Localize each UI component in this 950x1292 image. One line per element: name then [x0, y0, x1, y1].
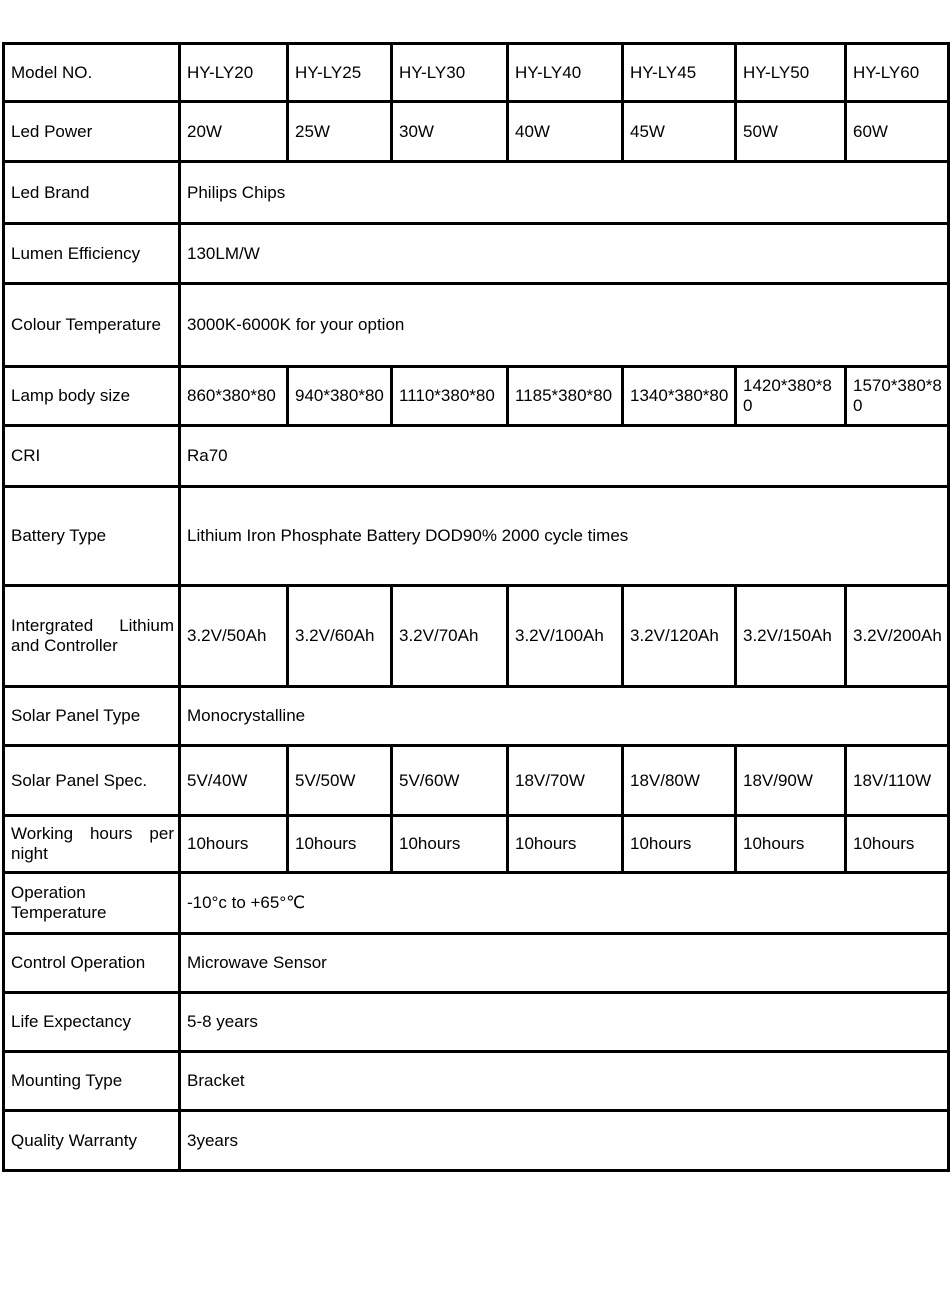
- spec-value-cell: HY-LY50: [734, 42, 847, 103]
- spec-value-cell: HY-LY60: [844, 42, 950, 103]
- spec-value-cell: 5-8 years: [178, 991, 950, 1053]
- spec-label-cell: Mounting Type: [2, 1050, 181, 1112]
- table-row-control-operation: Control Operation Microwave Sensor: [2, 932, 950, 994]
- spec-value-cell: 3.2V/70Ah: [390, 584, 509, 688]
- spec-value-cell: 30W: [390, 100, 509, 163]
- spec-value-cell: 940*380*80: [286, 365, 393, 427]
- table-row-cri: CRI Ra70: [2, 424, 950, 488]
- spec-value-cell: HY-LY40: [506, 42, 624, 103]
- table-row-operation-temperature: Operation Temperature -10°c to +65°℃: [2, 871, 950, 935]
- table-row-led-power: Led Power 20W 25W 30W 40W 45W 50W 60W: [2, 100, 950, 163]
- table-row-lumen-efficiency: Lumen Efficiency 130LM/W: [2, 222, 950, 285]
- table-row-working-hours: Working hours per night 10hours 10hours …: [2, 814, 950, 874]
- spec-value-cell: 1420*380*80: [734, 365, 847, 427]
- spec-label-cell: Life Expectancy: [2, 991, 181, 1053]
- table-row-integrated-lithium: Intergrated Lithium and Controller 3.2V/…: [2, 584, 950, 688]
- table-row-solar-panel-spec: Solar Panel Spec. 5V/40W 5V/50W 5V/60W 1…: [2, 744, 950, 817]
- spec-value-cell: 3.2V/50Ah: [178, 584, 289, 688]
- spec-value-cell: 3000K-6000K for your option: [178, 282, 950, 368]
- spec-value-cell: 10hours: [621, 814, 737, 874]
- spec-value-cell: 3.2V/150Ah: [734, 584, 847, 688]
- spec-value-cell: Ra70: [178, 424, 950, 488]
- spec-value-cell: 1110*380*80: [390, 365, 509, 427]
- spec-value-cell: 1185*380*80: [506, 365, 624, 427]
- table-row-solar-panel-type: Solar Panel Type Monocrystalline: [2, 685, 950, 747]
- spec-label-cell: Operation Temperature: [2, 871, 181, 935]
- spec-value-cell: 3.2V/100Ah: [506, 584, 624, 688]
- spec-label-cell: Intergrated Lithium and Controller: [2, 584, 181, 688]
- spec-value-cell: 18V/90W: [734, 744, 847, 817]
- table-row-lamp-body-size: Lamp body size 860*380*80 940*380*80 111…: [2, 365, 950, 427]
- spec-value-cell: 25W: [286, 100, 393, 163]
- spec-value-cell: 10hours: [178, 814, 289, 874]
- spec-value-cell: 40W: [506, 100, 624, 163]
- spec-value-cell: HY-LY20: [178, 42, 289, 103]
- spec-value-cell: 3.2V/120Ah: [621, 584, 737, 688]
- spec-value-cell: 1570*380*80: [844, 365, 950, 427]
- spec-label-cell: Model NO.: [2, 42, 181, 103]
- spec-value-cell: Monocrystalline: [178, 685, 950, 747]
- table-row-model-no: Model NO. HY-LY20 HY-LY25 HY-LY30 HY-LY4…: [2, 42, 950, 103]
- spec-value-cell: Philips Chips: [178, 160, 950, 225]
- spec-value-cell: 5V/60W: [390, 744, 509, 817]
- table-row-colour-temperature: Colour Temperature 3000K-6000K for your …: [2, 282, 950, 368]
- spec-label-cell: Battery Type: [2, 485, 181, 587]
- spec-value-cell: HY-LY45: [621, 42, 737, 103]
- spec-label-cell: Solar Panel Type: [2, 685, 181, 747]
- spec-label-cell: Lamp body size: [2, 365, 181, 427]
- spec-value-cell: 18V/70W: [506, 744, 624, 817]
- spec-value-cell: 130LM/W: [178, 222, 950, 285]
- spec-value-cell: 20W: [178, 100, 289, 163]
- spec-value-cell: 18V/110W: [844, 744, 950, 817]
- table-row-mounting-type: Mounting Type Bracket: [2, 1050, 950, 1112]
- spec-value-cell: 3.2V/200Ah: [844, 584, 950, 688]
- product-spec-table: Model NO. HY-LY20 HY-LY25 HY-LY30 HY-LY4…: [2, 42, 950, 1172]
- spec-value-cell: HY-LY25: [286, 42, 393, 103]
- spec-value-cell: 45W: [621, 100, 737, 163]
- spec-label-cell: CRI: [2, 424, 181, 488]
- spec-value-cell: 860*380*80: [178, 365, 289, 427]
- spec-label-cell: Quality Warranty: [2, 1109, 181, 1172]
- table-row-led-brand: Led Brand Philips Chips: [2, 160, 950, 225]
- spec-label-cell: Control Operation: [2, 932, 181, 994]
- spec-value-cell: 1340*380*80: [621, 365, 737, 427]
- spec-value-cell: 60W: [844, 100, 950, 163]
- spec-value-cell: -10°c to +65°℃: [178, 871, 950, 935]
- spec-label-cell: Led Power: [2, 100, 181, 163]
- spec-value-cell: 10hours: [390, 814, 509, 874]
- spec-value-cell: 10hours: [844, 814, 950, 874]
- spec-label-cell: Lumen Efficiency: [2, 222, 181, 285]
- table-row-life-expectancy: Life Expectancy 5-8 years: [2, 991, 950, 1053]
- spec-label-cell: Led Brand: [2, 160, 181, 225]
- spec-value-cell: 50W: [734, 100, 847, 163]
- spec-value-cell: 5V/40W: [178, 744, 289, 817]
- spec-label-cell: Solar Panel Spec.: [2, 744, 181, 817]
- spec-value-cell: 3.2V/60Ah: [286, 584, 393, 688]
- spec-value-cell: Lithium Iron Phosphate Battery DOD90% 20…: [178, 485, 950, 587]
- spec-value-cell: 10hours: [734, 814, 847, 874]
- spec-value-cell: HY-LY30: [390, 42, 509, 103]
- spec-value-cell: 5V/50W: [286, 744, 393, 817]
- spec-value-cell: 10hours: [506, 814, 624, 874]
- spec-label-cell: Colour Temperature: [2, 282, 181, 368]
- table-row-quality-warranty: Quality Warranty 3years: [2, 1109, 950, 1172]
- spec-value-cell: 18V/80W: [621, 744, 737, 817]
- spec-value-cell: Bracket: [178, 1050, 950, 1112]
- table-row-battery-type: Battery Type Lithium Iron Phosphate Batt…: [2, 485, 950, 587]
- spec-value-cell: 3years: [178, 1109, 950, 1172]
- spec-value-cell: 10hours: [286, 814, 393, 874]
- spec-value-cell: Microwave Sensor: [178, 932, 950, 994]
- spec-label-cell: Working hours per night: [2, 814, 181, 874]
